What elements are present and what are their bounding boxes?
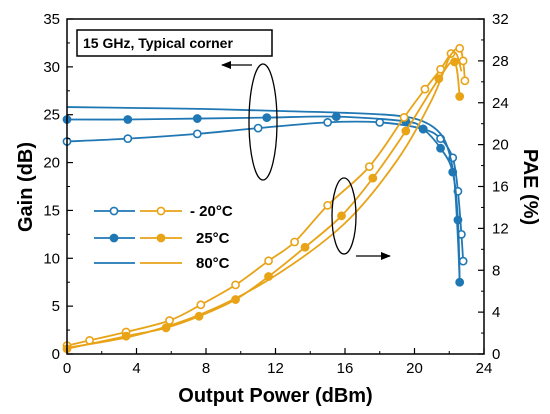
- annotation-text: 15 GHz, Typical corner: [83, 35, 233, 51]
- data-point-pae-25: [368, 173, 378, 183]
- data-point-pae-m20: [231, 280, 240, 290]
- data-point-pae-m20: [364, 162, 374, 172]
- y-left-tick-label: 10: [43, 250, 60, 267]
- y-right-tick-label: 28: [492, 53, 509, 70]
- data-point-gain-m20: [253, 123, 263, 133]
- gain-ellipse: [248, 63, 278, 181]
- legend-label-80: 80°C: [196, 255, 230, 272]
- data-point-pae-25: [450, 57, 459, 67]
- y-left-tick-label: 0: [52, 346, 60, 363]
- x-tick-label: 8: [202, 360, 210, 377]
- data-point-pae-25: [401, 126, 411, 136]
- data-point-gain-25: [331, 112, 341, 122]
- data-point-gain-m20: [375, 117, 385, 127]
- data-point-pae-m20: [460, 76, 470, 86]
- data-point-gain-25: [123, 115, 133, 124]
- x-tick-label: 16: [337, 360, 354, 377]
- series-line-pae-80: [66, 50, 463, 349]
- plot-frame: [66, 18, 485, 355]
- x-axis-label: Output Power (dBm): [178, 385, 372, 407]
- y-axis-right-label: PAE (%): [519, 149, 541, 225]
- x-tick-label: 12: [267, 360, 284, 377]
- legend-entry-80: 80°C: [94, 255, 230, 272]
- x-tick-label: 4: [132, 360, 140, 377]
- data-point-gain-25: [436, 143, 445, 153]
- y-left-tick-label: 5: [52, 298, 60, 315]
- y-left-tick-label: 35: [43, 11, 60, 28]
- y-right-tick-label: 0: [492, 346, 500, 363]
- data-point-pae-25: [455, 92, 465, 101]
- legend-label-25: 25°C: [196, 230, 230, 247]
- y-left-tick-label: 30: [43, 59, 60, 76]
- series-layer: [62, 43, 470, 354]
- data-point-gain-25: [418, 124, 428, 134]
- y-right-tick-label: 12: [492, 220, 509, 237]
- data-point-pae-25: [300, 242, 310, 252]
- data-point-pae-m20: [399, 113, 409, 122]
- x-tick-label: 0: [63, 360, 71, 377]
- y-right-tick-label: 20: [492, 137, 509, 154]
- x-tick-label: 24: [476, 360, 493, 377]
- x-tick-label: 20: [406, 360, 423, 377]
- data-point-pae-m20: [323, 200, 333, 210]
- data-point-pae-m20: [196, 300, 206, 310]
- y-right-tick-label: 16: [492, 179, 509, 196]
- y-right-tick-label: 24: [492, 95, 509, 112]
- data-point-pae-25: [337, 211, 346, 221]
- y-left-tick-label: 20: [43, 155, 60, 172]
- annotation-box: 15 GHz, Typical corner: [76, 29, 273, 57]
- data-point-pae-m20: [420, 84, 430, 94]
- data-point-pae-m20: [165, 316, 174, 325]
- data-point-gain-25: [192, 114, 202, 123]
- y-right-tick-label: 32: [492, 11, 509, 28]
- legend: - 20°C 25°C 80°C: [94, 203, 233, 272]
- legend-entry-m20: - 20°C: [94, 203, 233, 220]
- y-right-tick-label: 8: [492, 262, 500, 279]
- data-point-gain-m20: [192, 129, 202, 139]
- data-point-pae-m20: [455, 43, 465, 53]
- y-axis-left-label: Gain (dB): [15, 142, 37, 232]
- data-point-gain-m20: [458, 256, 468, 266]
- plot-background: [67, 19, 484, 354]
- data-point-gain-m20: [123, 134, 133, 144]
- y-right-tick-label: 4: [492, 304, 500, 321]
- data-point-gain-25: [262, 113, 272, 122]
- data-point-pae-m20: [458, 56, 468, 66]
- y-left-tick-label: 25: [43, 107, 60, 124]
- series-pae-80: [66, 50, 463, 349]
- data-point-pae-m20: [290, 237, 300, 247]
- data-point-pae-m20: [264, 256, 273, 266]
- pae-ellipse: [331, 177, 357, 255]
- data-point-gain-m20: [323, 117, 333, 127]
- legend-label-m20: - 20°C: [190, 203, 233, 220]
- y-left-tick-label: 15: [43, 202, 60, 219]
- legend-entry-25: 25°C: [94, 230, 230, 247]
